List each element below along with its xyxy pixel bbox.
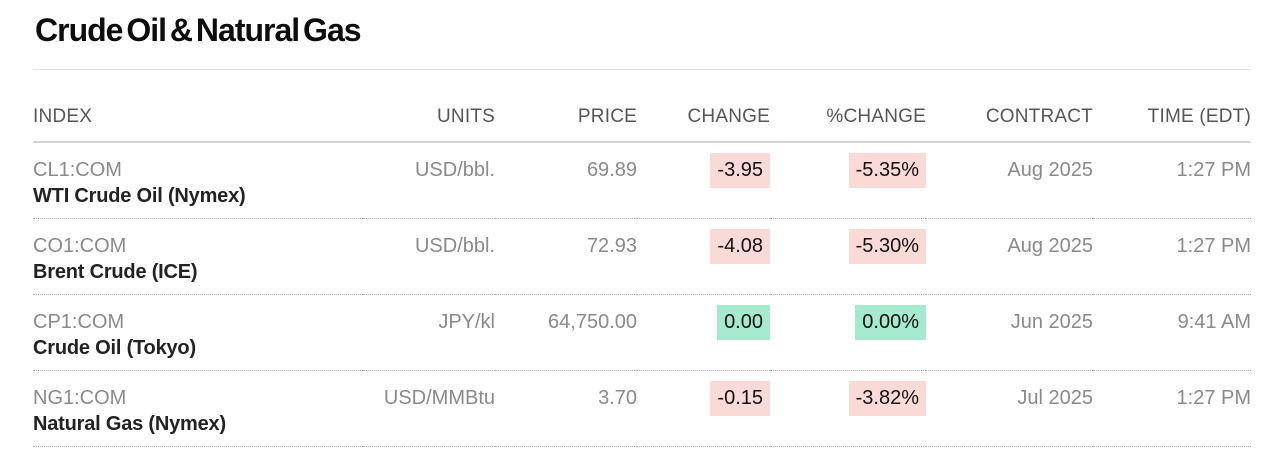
instrument-name: Brent Crude (ICE): [33, 260, 198, 283]
index-cell: CL1:COM WTI Crude Oil (Nymex): [33, 142, 363, 218]
table-row: CL1:COM WTI Crude Oil (Nymex) USD/bbl. 6…: [33, 142, 1251, 218]
index-cell: NG1:COM Natural Gas (Nymex): [33, 370, 363, 446]
instrument-name: Crude Oil (Tokyo): [33, 336, 196, 359]
pct-change-badge: -5.35%: [848, 153, 926, 188]
table-row: CO1:COM Brent Crude (ICE) USD/bbl. 72.93…: [33, 218, 1251, 294]
contract-cell: Jun 2025: [1010, 310, 1093, 333]
price-cell: 64,750.00: [548, 310, 637, 333]
change-badge: -4.08: [710, 228, 770, 264]
ticker-link[interactable]: CO1:COM: [33, 234, 127, 257]
contract-cell: Aug 2025: [1007, 159, 1093, 181]
time-cell: 1:27 PM: [1176, 234, 1251, 257]
pct-change-badge: -3.82%: [848, 380, 926, 416]
ticker-link[interactable]: CP1:COM: [33, 310, 125, 333]
commodities-panel: Crude Oil & Natural Gas INDEX UNITS PRIC…: [33, 12, 1251, 447]
change-cell: -0.15: [637, 370, 770, 446]
units-cell: USD/bbl.: [414, 159, 495, 181]
table-header-row: INDEX UNITS PRICE CHANGE %CHANGE CONTRAC…: [33, 70, 1251, 142]
col-header-contract: CONTRACT: [985, 106, 1093, 127]
change-badge: -3.95: [710, 153, 770, 188]
commodities-table: INDEX UNITS PRICE CHANGE %CHANGE CONTRAC…: [33, 70, 1251, 447]
change-cell: -3.95: [637, 142, 770, 218]
pct-change-cell: -5.30%: [770, 218, 926, 294]
col-header-change: CHANGE: [687, 106, 770, 127]
index-cell: CP1:COM Crude Oil (Tokyo): [33, 294, 363, 370]
units-cell: JPY/kl: [438, 310, 495, 333]
price-cell: 3.70: [598, 386, 637, 409]
pct-change-badge: 0.00%: [855, 304, 926, 340]
contract-cell: Jul 2025: [1017, 386, 1093, 409]
index-cell: CO1:COM Brent Crude (ICE): [33, 218, 363, 294]
units-cell: USD/MMBtu: [383, 386, 495, 409]
title-divider: [33, 69, 1251, 70]
time-cell: 9:41 AM: [1177, 310, 1251, 333]
pct-change-cell: -3.82%: [770, 370, 926, 446]
instrument-name: WTI Crude Oil (Nymex): [33, 185, 246, 207]
pct-change-cell: -5.35%: [770, 142, 926, 218]
pct-change-cell: 0.00%: [770, 294, 926, 370]
table-row: CP1:COM Crude Oil (Tokyo) JPY/kl 64,750.…: [33, 294, 1251, 370]
change-cell: -4.08: [637, 218, 770, 294]
time-cell: 1:27 PM: [1176, 386, 1251, 409]
contract-cell: Aug 2025: [1007, 234, 1093, 257]
page-title: Crude Oil & Natural Gas: [35, 12, 362, 48]
units-cell: USD/bbl.: [414, 234, 495, 257]
price-cell: 72.93: [586, 234, 637, 257]
col-header-index: INDEX: [33, 106, 93, 127]
time-cell: 1:27 PM: [1176, 159, 1251, 181]
change-badge: 0.00: [717, 304, 770, 340]
col-header-units: UNITS: [437, 106, 495, 127]
col-header-time: TIME (EDT): [1147, 106, 1251, 127]
pct-change-badge: -5.30%: [848, 228, 926, 264]
ticker-link[interactable]: NG1:COM: [33, 386, 127, 409]
price-cell: 69.89: [586, 159, 637, 181]
col-header-price: PRICE: [577, 106, 637, 127]
change-badge: -0.15: [710, 380, 770, 416]
table-row: NG1:COM Natural Gas (Nymex) USD/MMBtu 3.…: [33, 370, 1251, 446]
col-header-pct-change: %CHANGE: [826, 106, 926, 127]
change-cell: 0.00: [637, 294, 770, 370]
ticker-link[interactable]: CL1:COM: [33, 159, 122, 181]
instrument-name: Natural Gas (Nymex): [33, 412, 226, 435]
